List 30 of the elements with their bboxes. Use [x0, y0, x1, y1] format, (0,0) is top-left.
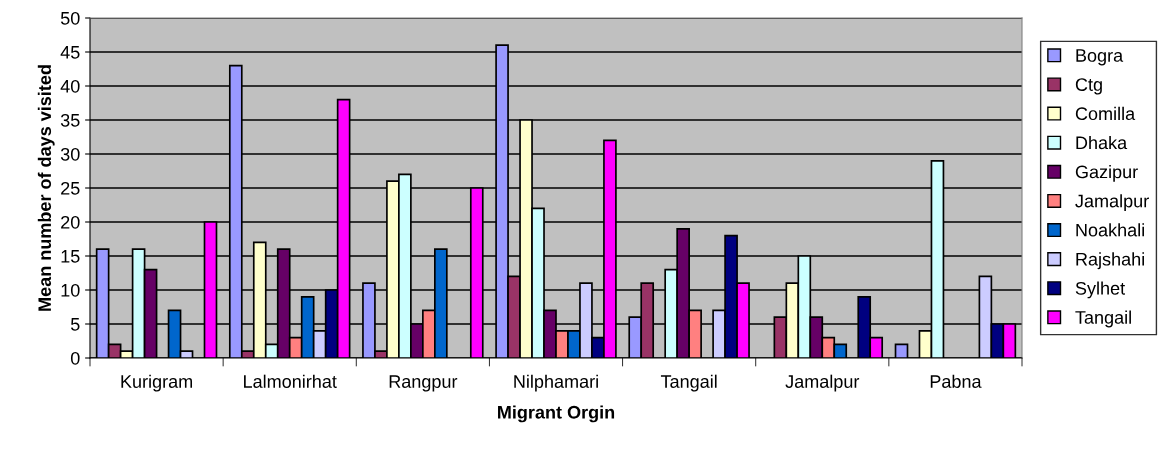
x-tick-label: Jamalpur [785, 374, 860, 392]
x-tick-label: Tangail [660, 374, 717, 392]
legend-label: Comilla [1075, 106, 1136, 121]
y-tick-label: 50 [60, 11, 80, 25]
y-tick-label: 0 [70, 351, 80, 365]
legend-label: Gazipur [1075, 165, 1138, 182]
legend-label: Ctg [1075, 78, 1102, 95]
legend-label: Sylhet [1075, 281, 1125, 299]
y-axis-title: Mean number of days visited [37, 65, 55, 311]
x-axis-title: Migrant Orgin [498, 405, 615, 423]
x-tick-label: Pabna [930, 374, 982, 388]
x-tick-label: Kurigram [121, 374, 192, 392]
y-tick-label: 10 [61, 283, 80, 297]
y-tick-label: 40 [60, 79, 80, 93]
y-tick-label: 35 [60, 113, 80, 127]
legend-label: Dhaka [1076, 135, 1128, 150]
x-tick-label: Lalmonirhat [244, 374, 337, 388]
y-tick-label: 45 [60, 46, 80, 59]
y-tick-label: 30 [60, 147, 80, 161]
legend-label: Bogra [1076, 49, 1124, 66]
x-tick-label: Nilphamari [514, 374, 598, 392]
y-tick-label: 15 [61, 250, 80, 263]
x-tick-label: Rangpur [389, 375, 458, 392]
legend-label: Jamalpur [1075, 194, 1149, 211]
y-tick-label: 25 [61, 181, 80, 195]
y-tick-label: 20 [61, 215, 80, 229]
legend-label: Tangail [1075, 310, 1131, 328]
legend-label: Noakhali [1076, 223, 1144, 237]
legend-label: Rajshahi [1076, 252, 1144, 270]
y-tick-label: 5 [70, 318, 80, 331]
